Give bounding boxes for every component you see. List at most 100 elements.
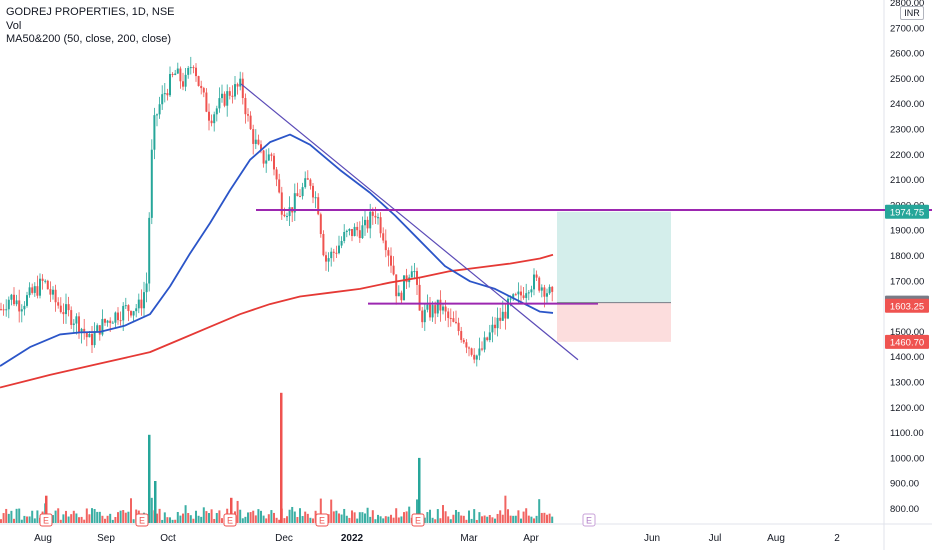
volume-bar (161, 519, 164, 523)
candle-down (18, 300, 21, 312)
candle-up (132, 311, 135, 316)
candle-up (361, 225, 364, 239)
volume-bar (114, 517, 117, 523)
position-zones (557, 211, 671, 342)
candle-down (140, 299, 143, 309)
volume-bar (470, 518, 473, 523)
candle-down (57, 302, 60, 306)
price-tick-label: 1400.00 (890, 352, 924, 363)
volume-bar (296, 517, 299, 523)
candle-down (366, 219, 369, 229)
volume-bar (390, 514, 392, 523)
volume-bar (5, 508, 8, 523)
volume-bar (369, 516, 372, 523)
candle-down (62, 312, 65, 315)
candle-up (397, 292, 400, 297)
volume-bar (436, 509, 439, 523)
candle-up (189, 67, 192, 69)
volume-bar (257, 509, 260, 523)
price-label-box (885, 204, 929, 219)
price-tick-label: 1700.00 (890, 276, 924, 287)
indicator-lines (0, 83, 932, 389)
candle-up (213, 114, 216, 124)
candle-up (527, 292, 530, 294)
candle-up (143, 292, 145, 309)
candle-up (491, 324, 494, 333)
earnings-marker-label: E (586, 516, 592, 526)
price-label: 1460.70 (890, 337, 924, 348)
trendline (240, 83, 579, 361)
candle-up (80, 328, 83, 333)
earnings-marker (411, 513, 425, 527)
volume-bar (2, 513, 5, 523)
candle-down (499, 317, 502, 321)
volume-bar (405, 511, 408, 523)
candle-up (15, 300, 18, 305)
indicator-legend: MA50&200 (50, close, 200, close) (6, 33, 172, 45)
candle-down (200, 85, 203, 89)
candle-down (444, 306, 447, 312)
volume-bar (312, 518, 314, 523)
candle-up (548, 286, 551, 294)
volume-bar (241, 518, 244, 523)
volume-bar (197, 515, 200, 523)
candle-down (384, 240, 387, 251)
candle-up (288, 207, 291, 217)
candle-down (70, 310, 73, 325)
candle-up (20, 309, 23, 312)
candle-up (28, 287, 31, 296)
volume-bar (101, 515, 104, 523)
price-tick-label: 2400.00 (890, 99, 924, 110)
volume-bar (70, 514, 73, 523)
currency-badge[interactable]: INR (900, 6, 924, 20)
volume-bar (494, 518, 496, 523)
volume-bar (65, 510, 67, 523)
candle-up (369, 211, 372, 229)
volume-bar (278, 519, 281, 523)
candle-up (442, 306, 444, 311)
candle-down (127, 305, 130, 312)
candle-down (104, 318, 106, 323)
volume-bar (379, 516, 382, 523)
candle-down (332, 251, 335, 253)
candle-up (530, 289, 533, 293)
volume-bar (85, 508, 88, 523)
price-tick-label: 2600.00 (890, 49, 924, 60)
volume-bar (75, 513, 78, 523)
volume-bar (93, 509, 96, 523)
candle-up (148, 217, 151, 284)
volume-bar (291, 506, 294, 523)
candle-down (228, 91, 231, 96)
volume-bar (187, 513, 190, 523)
candle-down (520, 291, 522, 296)
candle-up (184, 74, 187, 87)
volume-bar (293, 511, 296, 523)
candle-up (239, 78, 242, 87)
volume-bar (283, 518, 286, 523)
candle-down (54, 289, 57, 303)
candle-up (75, 316, 78, 324)
volume-bar (449, 519, 452, 523)
candle-up (343, 232, 346, 241)
candle-up (254, 139, 257, 144)
volume-bar (106, 515, 109, 523)
volume-bar (395, 508, 398, 523)
candle-down (387, 250, 390, 256)
time-axis: Aug Sep Oct Dec 2022 Mar Apr Jun Jul Aug 2 (34, 533, 840, 544)
volume-bar (371, 510, 374, 523)
volume-bar (496, 513, 499, 523)
candle-down (247, 114, 249, 116)
volume-bar (98, 511, 101, 523)
earnings-marker (223, 513, 237, 527)
candle-up (330, 251, 333, 259)
earnings-marker-label: E (139, 516, 145, 526)
candle-up (293, 193, 296, 213)
candle-down (262, 150, 265, 164)
candle-down (231, 95, 234, 97)
candle-up (65, 304, 67, 315)
candle-up (475, 355, 478, 360)
ma50-line (0, 133, 554, 367)
candle-up (26, 295, 28, 306)
volume-bar (455, 509, 457, 523)
